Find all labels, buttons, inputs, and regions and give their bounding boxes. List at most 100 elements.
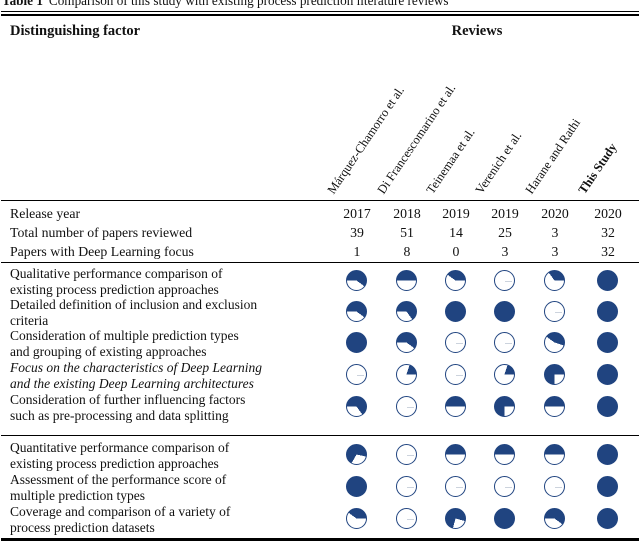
harvey-ball-pie	[445, 332, 466, 353]
harvey-ball-pie	[597, 476, 618, 497]
harvey-ball-pie	[396, 364, 417, 385]
harvey-ball-pie	[544, 270, 565, 291]
harvey-ball-pie	[396, 476, 417, 497]
table-row-deep-learning-focus: Focus on the characteristics of Deep Lea…	[0, 360, 640, 391]
harvey-ball-pie	[494, 332, 515, 353]
section-rule-1	[1, 262, 639, 263]
pie-radius-tick	[554, 311, 563, 313]
harvey-ball-pie	[445, 444, 466, 465]
top-rule-thin	[1, 11, 639, 12]
row-label: Papers with Deep Learning focus	[10, 244, 194, 259]
pie-radius-tick	[455, 342, 464, 344]
harvey-ball-pie	[346, 270, 367, 291]
row-label: Qualitative performance comparison of ex…	[10, 266, 223, 297]
reviewer-label-verenich: Verenich et al.	[472, 129, 525, 197]
harvey-ball-pie	[597, 444, 618, 465]
harvey-ball-pie	[346, 444, 367, 465]
cell-value: 32	[601, 225, 615, 240]
header-rule	[1, 200, 639, 201]
harvey-ball-pie	[346, 476, 367, 497]
reviewer-label-this-study: This Study	[575, 140, 620, 197]
pie-radius-tick	[406, 518, 415, 520]
table-row-release-year: Release year 2017 2018 2019 2019 2020 20…	[0, 204, 640, 223]
pie-radius-tick	[504, 280, 513, 282]
reviewer-label-harane-rathi: Harane and Rathi	[522, 116, 584, 197]
harvey-ball-pie	[494, 396, 515, 417]
cell-value: 3	[501, 244, 509, 259]
row-label: Total number of papers reviewed	[10, 225, 193, 240]
pie-radius-tick	[406, 454, 415, 456]
reviewer-label-teinemaa: Teinemaa et al.	[423, 125, 478, 197]
harvey-ball-pie	[544, 364, 565, 385]
harvey-ball-pie	[597, 396, 618, 417]
row-label: Consideration of further influencing fac…	[10, 392, 246, 423]
harvey-ball-pie	[597, 270, 618, 291]
pie-radius-tick	[554, 486, 563, 488]
table-row-prediction-types-grouping: Consideration of multiple prediction typ…	[0, 328, 640, 359]
cell-value: 14	[449, 225, 463, 240]
pie-radius-tick	[356, 374, 365, 376]
cell-value: 1	[353, 244, 361, 259]
harvey-ball-pie	[597, 508, 618, 529]
cell-value: 39	[350, 225, 364, 240]
harvey-ball-pie	[346, 396, 367, 417]
harvey-ball-pie	[445, 476, 466, 497]
harvey-ball-pie	[346, 332, 367, 353]
harvey-ball-pie	[396, 270, 417, 291]
top-rule-thick	[1, 14, 639, 16]
harvey-ball-pie	[396, 396, 417, 417]
row-label: Release year	[10, 206, 81, 221]
cell-value: 3	[551, 225, 559, 240]
table-row-inclusion-exclusion: Detailed definition of inclusion and exc…	[0, 297, 640, 328]
cell-value: 8	[403, 244, 411, 259]
table-row-influencing-factors: Consideration of further influencing fac…	[0, 392, 640, 423]
pie-radius-tick	[455, 374, 464, 376]
cell-value: 0	[452, 244, 460, 259]
section-rule-2	[1, 435, 639, 436]
pie-radius-tick	[455, 486, 464, 488]
harvey-ball-pie	[396, 508, 417, 529]
harvey-ball-pie	[396, 301, 417, 322]
harvey-ball-pie	[494, 364, 515, 385]
table-row-qualitative-comparison: Qualitative performance comparison of ex…	[0, 266, 640, 297]
harvey-ball-pie	[396, 444, 417, 465]
cell-value: 2017	[343, 206, 371, 221]
cell-value: 2019	[491, 206, 519, 221]
harvey-ball-pie	[445, 508, 466, 529]
row-label: Focus on the characteristics of Deep Lea…	[10, 360, 262, 391]
pie-radius-tick	[504, 486, 513, 488]
harvey-ball-pie	[445, 301, 466, 322]
harvey-ball-pie	[494, 301, 515, 322]
cell-value: 2020	[594, 206, 622, 221]
harvey-ball-pie	[597, 364, 618, 385]
harvey-ball-pie	[494, 270, 515, 291]
cell-value: 25	[498, 225, 512, 240]
cell-value: 3	[551, 244, 559, 259]
cell-value: 2019	[442, 206, 470, 221]
row-label: Quantitative performance comparison of e…	[10, 440, 230, 471]
harvey-ball-pie	[396, 332, 417, 353]
bottom-rule	[1, 538, 639, 541]
cell-value: 32	[601, 244, 615, 259]
harvey-ball-pie	[544, 332, 565, 353]
pie-radius-tick	[406, 406, 415, 408]
pie-radius-tick	[504, 342, 513, 344]
harvey-ball-pie	[346, 508, 367, 529]
harvey-ball-pie	[597, 301, 618, 322]
harvey-ball-pie	[346, 364, 367, 385]
table-row-dataset-coverage: Coverage and comparison of a variety of …	[0, 504, 640, 535]
harvey-ball-pie	[445, 270, 466, 291]
table-caption: Table 1 Comparison of this study with exi…	[2, 0, 638, 9]
table-caption-label: Table 1	[2, 0, 43, 8]
harvey-ball-pie	[494, 444, 515, 465]
row-label: Assessment of the performance score of m…	[10, 472, 227, 503]
column-header-reviews: Reviews	[451, 23, 503, 39]
harvey-ball-pie	[544, 444, 565, 465]
table-row-quantitative-comparison: Quantitative performance comparison of e…	[0, 440, 640, 471]
cell-value: 2018	[393, 206, 421, 221]
table-row-performance-score: Assessment of the performance score of m…	[0, 472, 640, 503]
harvey-ball-pie	[494, 476, 515, 497]
harvey-ball-pie	[544, 396, 565, 417]
row-label: Detailed definition of inclusion and exc…	[10, 297, 258, 328]
harvey-ball-pie	[597, 332, 618, 353]
